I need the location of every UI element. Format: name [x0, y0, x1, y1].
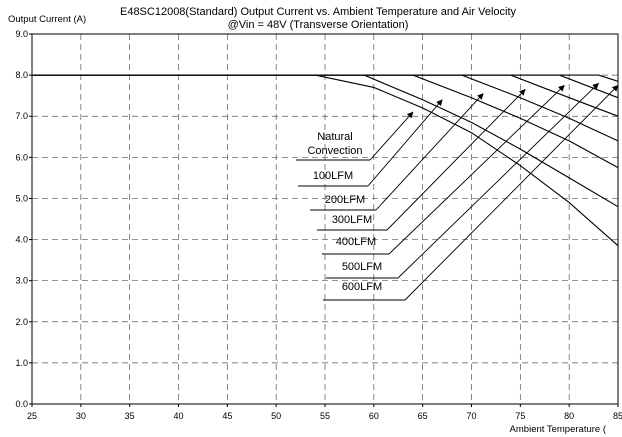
annotation-arrow	[375, 93, 484, 211]
y-tick-label: 9.0	[15, 29, 28, 39]
x-tick-label: 55	[320, 411, 330, 421]
annotation-label-7: 600LFM	[342, 281, 382, 293]
chart-title: E48SC12008(Standard) Output Current vs. …	[120, 6, 517, 18]
y-axis-label: Output Current (A)	[8, 14, 86, 25]
y-tick-label: 5.0	[15, 193, 28, 203]
x-tick-label: 80	[564, 411, 574, 421]
y-tick-label: 4.0	[15, 235, 28, 245]
annotation-label-6: 500LFM	[342, 261, 382, 273]
x-tick-label: 70	[466, 411, 476, 421]
annotation-label-1: Convection	[307, 145, 362, 157]
annotation-arrow	[367, 99, 443, 187]
annotation-arrow	[397, 82, 599, 279]
x-tick-label: 40	[173, 411, 183, 421]
annotation-arrow	[386, 89, 526, 231]
annotation-label-1: Natural	[317, 131, 352, 143]
x-tick-label: 50	[271, 411, 281, 421]
y-tick-label: 3.0	[15, 276, 28, 286]
y-tick-label: 6.0	[15, 152, 28, 162]
annotation-label-4: 300LFM	[332, 214, 372, 226]
tick-labels: 25 30 35 40 45 50 55 60 65 70 75 80 85 0.0 1.0 2.0 3.0 4.…	[15, 29, 622, 421]
series-line-7	[32, 74, 619, 82]
annotations: Natural Convection 100LFM 200LFM 300LFM 400LF…	[296, 82, 619, 301]
series-lines	[32, 74, 619, 247]
x-tick-label: 75	[515, 411, 525, 421]
y-tick-label: 7.0	[15, 111, 28, 121]
y-tick-label: 8.0	[15, 70, 28, 80]
x-tick-label: 25	[27, 411, 37, 421]
plot-frame	[31, 33, 619, 405]
annotation-arrow	[369, 111, 414, 161]
annotation-arrow	[388, 84, 565, 255]
annotation-arrow	[404, 84, 619, 301]
y-tick-label: 1.0	[15, 358, 28, 368]
x-tick-label: 60	[369, 411, 379, 421]
x-tick-label: 65	[418, 411, 428, 421]
series-line-1	[32, 74, 619, 247]
x-tick-label: 85	[613, 411, 622, 421]
annotation-label-3: 200LFM	[325, 194, 365, 206]
y-tick-label: 2.0	[15, 317, 28, 327]
x-tick-label: 30	[76, 411, 86, 421]
x-axis-label: Ambient Temperature (	[510, 424, 607, 435]
chart-subtitle: @Vin = 48V (Transverse Orientation)	[228, 19, 409, 31]
x-tick-label: 35	[125, 411, 135, 421]
x-tick-label: 45	[222, 411, 232, 421]
annotation-label-2: 100LFM	[313, 170, 353, 182]
y-tick-label: 0.0	[15, 399, 28, 409]
annotation-label-5: 400LFM	[336, 236, 376, 248]
